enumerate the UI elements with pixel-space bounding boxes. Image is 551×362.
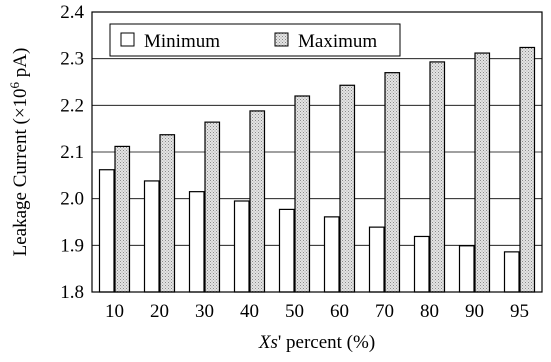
y-axis-title-exponent: 6 bbox=[7, 81, 22, 88]
bar-maximum bbox=[294, 95, 311, 293]
plot-frame bbox=[91, 11, 543, 293]
x-axis-title-italic: Xs bbox=[258, 332, 278, 353]
y-tick-label: 2.3 bbox=[60, 49, 84, 70]
legend-label-maximum: Maximum bbox=[298, 31, 377, 52]
y-axis-title-main: Leakage Current (×10 bbox=[10, 88, 31, 256]
legend-box bbox=[109, 23, 401, 57]
bar-minimum bbox=[233, 200, 250, 293]
bar-maximum bbox=[159, 134, 176, 293]
y-tick-label: 2.4 bbox=[60, 2, 84, 23]
bar-maximum bbox=[339, 84, 356, 293]
bar-maximum bbox=[474, 52, 491, 293]
legend-label-minimum: Minimum bbox=[144, 31, 220, 52]
x-tick-label: 40 bbox=[240, 301, 259, 322]
bar-minimum bbox=[368, 226, 385, 293]
legend: Minimum Maximum bbox=[109, 23, 401, 57]
x-tick-label: 50 bbox=[285, 301, 304, 322]
bar-maximum bbox=[519, 46, 536, 293]
bar-minimum bbox=[413, 235, 430, 293]
bar-maximum bbox=[204, 121, 221, 293]
y-axis-title-unit: pA) bbox=[10, 48, 31, 82]
legend-swatch-maximum bbox=[274, 32, 289, 47]
x-tick-label: 95 bbox=[510, 301, 529, 322]
bar-minimum bbox=[458, 245, 475, 293]
x-tick-label: 80 bbox=[420, 301, 439, 322]
bar-maximum bbox=[429, 61, 446, 293]
y-tick-label: 2.0 bbox=[60, 189, 84, 210]
x-tick-label: 90 bbox=[465, 301, 484, 322]
axis-ticks: 1.8 1.9 2.0 2.1 2.2 2.3 2.4 10 20 30 40 50 60 70 80 90 9… bbox=[60, 2, 529, 322]
bar-maximum bbox=[384, 72, 401, 293]
legend-swatch-minimum bbox=[120, 32, 135, 47]
bars bbox=[98, 46, 536, 293]
bar-minimum bbox=[188, 191, 205, 293]
x-axis-title: Xs' percent (%) bbox=[258, 332, 375, 353]
x-tick-label: 70 bbox=[375, 301, 394, 322]
y-tick-label: 1.8 bbox=[60, 282, 84, 303]
bar-maximum bbox=[114, 145, 131, 293]
y-tick-label: 2.2 bbox=[60, 95, 84, 116]
bar-minimum bbox=[278, 208, 295, 293]
bar-minimum bbox=[503, 251, 520, 293]
bar-minimum bbox=[323, 216, 340, 293]
x-axis-title-rest: ' percent (%) bbox=[278, 332, 375, 353]
bar-minimum bbox=[143, 180, 160, 293]
y-axis-title: Leakage Current (×106 pA) bbox=[7, 48, 32, 257]
x-tick-label: 60 bbox=[330, 301, 349, 322]
x-tick-label: 20 bbox=[150, 301, 169, 322]
bar-minimum bbox=[98, 169, 115, 293]
x-tick-label: 30 bbox=[195, 301, 214, 322]
y-tick-label: 2.1 bbox=[60, 142, 84, 163]
x-tick-label: 10 bbox=[105, 301, 124, 322]
bar-maximum bbox=[249, 110, 266, 293]
y-tick-label: 1.9 bbox=[60, 235, 84, 256]
